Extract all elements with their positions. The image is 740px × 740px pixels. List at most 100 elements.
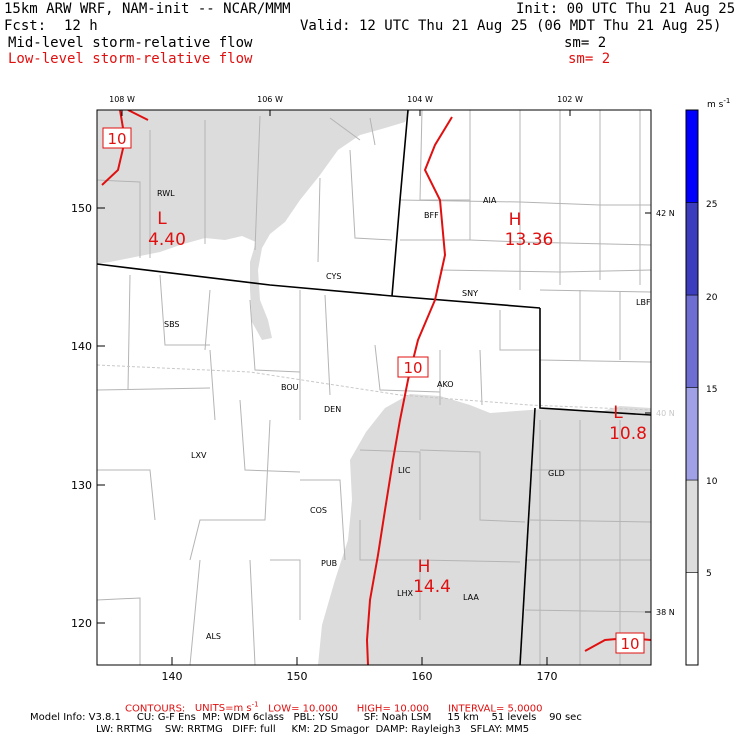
colorbar-bin (685, 572, 699, 666)
station-aia: AIA (483, 196, 497, 205)
shade-se-colorado (318, 394, 651, 665)
lon-tick-label: 102 W (557, 95, 583, 104)
svg-text:10: 10 (620, 635, 639, 653)
lon-tick-label: 104 W (407, 95, 433, 104)
grid-x-label: 140 (162, 670, 183, 683)
station-laa: LAA (463, 593, 479, 602)
grid-y-label: 140 (71, 340, 92, 353)
valid-time: Valid: 12 UTC Thu 21 Aug 25 (06 MDT Thu … (300, 18, 722, 34)
init-time: Init: 00 UTC Thu 21 Aug 25 (516, 1, 736, 17)
grid-x-label: 170 (537, 670, 558, 683)
forecast-hour: 12 h (64, 18, 98, 34)
station-bou: BOU (281, 383, 299, 392)
station-gld: GLD (548, 469, 565, 478)
lat-tick-label: 38 N (656, 608, 675, 617)
grid-x-label: 160 (412, 670, 433, 683)
model-info-line-2: LW: RRTMG SW: RRTMG DIFF: full KM: 2D Sm… (96, 724, 530, 735)
extremum-low-value: 10.8 (609, 424, 647, 444)
contour-central (365, 116, 453, 665)
shaded-areas (97, 110, 651, 665)
station-lbf: LBF (636, 298, 651, 307)
svg-text:10: 10 (107, 130, 126, 148)
smoothing-mid: sm= 2 (564, 35, 607, 51)
contours-low: LOW= 10.000 (268, 703, 338, 715)
lon-tick-label: 108 W (109, 95, 135, 104)
contours-high: HIGH= 10.000 (356, 703, 430, 715)
extremum-low-type: L (157, 209, 167, 229)
county-lines (97, 110, 651, 665)
contours-label: CONTOURS: (125, 703, 186, 715)
field-low-level: Low-level storm-relative flow (8, 51, 253, 67)
contour-label-se: 10 (615, 632, 645, 654)
grid-x-label: 150 (287, 670, 308, 683)
station-bff: BFF (424, 211, 439, 220)
extremum-low-value: 4.40 (148, 230, 186, 250)
contour-label-nw: 10 (102, 127, 132, 149)
colorbar: m s-1 25 20 15 10 5 (685, 97, 730, 666)
svg-text:10: 10 (403, 359, 422, 377)
border-co-ne (539, 308, 651, 416)
station-den: DEN (324, 405, 341, 414)
latitude-line-40n (97, 364, 651, 411)
grid-y-label: 150 (71, 202, 92, 215)
top-axis-labels: 108 W 106 W 104 W 102 W (109, 95, 583, 104)
lat-tick-label: 42 N (656, 209, 675, 218)
colorbar-bin (685, 109, 699, 203)
station-ako: AKO (437, 380, 454, 389)
station-lxv: LXV (191, 451, 207, 460)
state-boundaries (97, 110, 651, 665)
station-rwl: RWL (157, 189, 175, 198)
extremum-high-type: H (418, 557, 431, 577)
colorbar-bin (685, 479, 699, 573)
colorbar-bins (685, 109, 699, 666)
colorbar-label: 25 (706, 200, 717, 210)
contour-nw (101, 110, 127, 186)
station-labels: RWL BFF AIA CYS SNY LBF SBS AKO BOU DEN … (157, 189, 651, 641)
field-mid-level: Mid-level storm-relative flow (8, 35, 253, 51)
extremum-high-value: 14.4 (413, 577, 451, 597)
map-frame (96, 109, 652, 666)
border-co-ks (519, 407, 536, 665)
extremum-high-type: H (509, 210, 522, 230)
extremum-high-value: 13.36 (505, 230, 554, 250)
model-title: 15km ARW WRF, NAM-init -- NCAR/MMM (4, 1, 291, 17)
right-axis-labels: 42 N 40 N 38 N (656, 209, 675, 617)
station-pub: PUB (321, 559, 337, 568)
border-wy-ne (391, 110, 409, 297)
extrema-markers: L 4.40 H 13.36 L 10.8 H 14.4 (148, 209, 647, 597)
colorbar-frame (685, 109, 699, 666)
station-lhx: LHX (397, 589, 413, 598)
colorbar-bin (685, 294, 699, 388)
station-sbs: SBS (164, 320, 180, 329)
shade-nw-wyoming (97, 110, 410, 340)
grid-y-label: 130 (71, 479, 92, 492)
forecast-label: Fcst: (4, 18, 47, 34)
colorbar-label: 5 (706, 569, 712, 579)
station-als: ALS (206, 632, 221, 641)
model-info-line-1: Model Info: V3.8.1 CU: G-F Ens MP: WDM 6… (30, 712, 582, 723)
left-axis-labels: 150 140 130 120 (71, 202, 92, 630)
bottom-axis-labels: 140 150 160 170 (162, 670, 558, 683)
colorbar-bin (685, 202, 699, 296)
colorbar-labels: 25 20 15 10 5 (706, 200, 718, 579)
lat-tick-label: 40 N (656, 409, 675, 418)
station-lic: LIC (398, 466, 411, 475)
contour-label-central: 10 (397, 356, 429, 378)
ticks (97, 110, 651, 665)
contours-units: UNITS=m s-1 (194, 701, 259, 715)
colorbar-bin (685, 387, 699, 481)
contours-interval: INTERVAL= 5.0000 (448, 703, 543, 715)
contour-nw-top (127, 110, 149, 121)
colorbar-label: 10 (706, 477, 718, 487)
colorbar-label: 15 (706, 385, 717, 395)
smoothing-low: sm= 2 (568, 51, 611, 67)
station-sny: SNY (462, 289, 478, 298)
contour-labels: 10 10 10 (102, 127, 645, 654)
colorbar-unit: m s-1 (707, 97, 730, 110)
colorbar-label: 20 (706, 293, 718, 303)
extremum-low-type: L (613, 403, 623, 423)
station-cos: COS (310, 506, 327, 515)
contours-legend: CONTOURS: UNITS=m s-1 LOW= 10.000 HIGH= … (125, 699, 543, 715)
station-cys: CYS (326, 272, 341, 281)
